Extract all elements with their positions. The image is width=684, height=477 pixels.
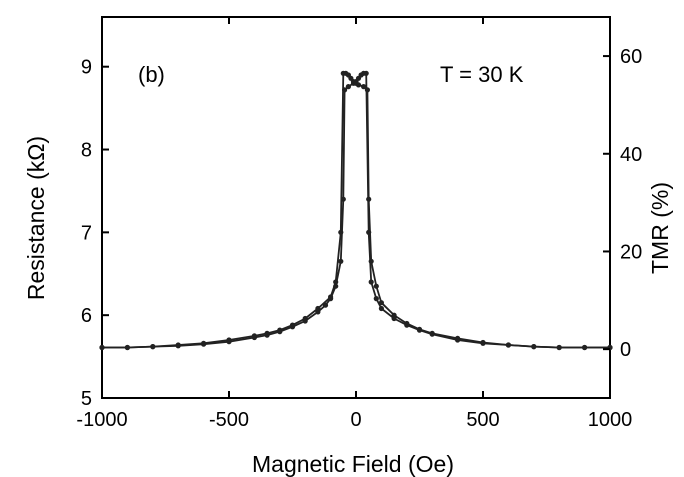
- series-2-point: [361, 84, 367, 90]
- y-tick-label: 7: [81, 222, 92, 244]
- series-2-point: [175, 342, 181, 348]
- series-2-point: [328, 294, 334, 300]
- y2-tick-label: 20: [620, 241, 642, 263]
- series-1-line: [102, 72, 610, 349]
- series-2-point: [373, 283, 379, 289]
- temperature-annotation: T = 30 K: [440, 62, 524, 87]
- y2-tick-label: 0: [620, 339, 631, 361]
- x-axis-title: Magnetic Field (Oe): [252, 451, 454, 477]
- y2-tick-label: 60: [620, 46, 642, 68]
- series-2-point: [455, 335, 461, 341]
- y2-axis-title: TMR (%): [647, 182, 673, 274]
- series-2-point: [404, 320, 410, 327]
- series-2-point: [277, 327, 283, 333]
- series-2-point: [150, 344, 156, 350]
- series-2-point: [480, 339, 486, 346]
- series-2-point: [556, 344, 562, 351]
- series-2-point: [582, 344, 588, 351]
- series-2-point: [333, 279, 339, 285]
- series-2-point: [201, 340, 207, 346]
- x-tick-label: 500: [466, 409, 499, 431]
- series-2-point: [124, 344, 130, 351]
- y-axis-title: Resistance (kΩ): [23, 136, 49, 300]
- series-2-point: [366, 196, 372, 202]
- series-2-point: [531, 344, 537, 350]
- panel-label: (b): [138, 62, 165, 87]
- plot-frame: [101, 16, 611, 399]
- series-2-point: [338, 229, 344, 235]
- y-tick-label: 5: [81, 388, 92, 410]
- series-1-point: [338, 258, 344, 264]
- y-tick-label: 9: [81, 57, 92, 79]
- x-tick-label: 1000: [588, 409, 633, 431]
- series-2-point: [364, 87, 370, 93]
- series-2-point: [99, 344, 105, 351]
- series-2-point: [378, 300, 384, 306]
- series-2-point: [315, 305, 321, 312]
- series-2-point: [368, 258, 374, 264]
- series-2-point: [505, 342, 511, 348]
- series-2-point: [226, 337, 232, 343]
- series-2-point: [429, 330, 435, 336]
- y-tick-label: 6: [81, 305, 92, 327]
- series-layer: [99, 70, 613, 351]
- series-2-point: [391, 312, 397, 318]
- x-tick-label: -500: [209, 409, 249, 431]
- series-1-point: [363, 70, 369, 76]
- x-tick-label: -1000: [76, 409, 127, 431]
- series-1-point: [368, 279, 374, 285]
- series-2-point: [302, 315, 308, 322]
- x-tick-label: 0: [350, 409, 361, 431]
- series-2-point: [355, 82, 362, 88]
- series-1-point: [378, 305, 384, 312]
- series-2-point: [289, 322, 296, 328]
- series-1-point: [345, 84, 351, 90]
- plot-border: [101, 16, 611, 399]
- series-1-point: [373, 296, 379, 302]
- series-2-point: [416, 326, 423, 332]
- y-tick-label: 8: [81, 140, 92, 162]
- ticks-layer: -1000 -500 0 500 1000 5 6 7 8 9 0 20 40 60: [76, 17, 642, 431]
- series-2-point: [264, 330, 270, 336]
- y2-tick-label: 40: [620, 144, 642, 166]
- series-2-point: [251, 333, 257, 339]
- series-2-line: [102, 72, 610, 349]
